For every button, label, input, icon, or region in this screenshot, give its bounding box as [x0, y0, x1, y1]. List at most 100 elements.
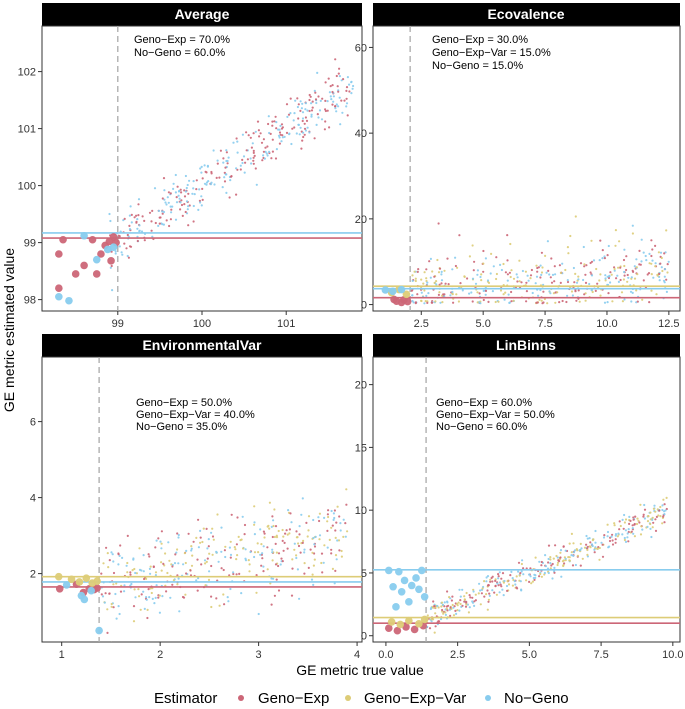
average-point-geno-exp — [161, 212, 164, 215]
ecovalence-point-geno-exp-var — [487, 281, 491, 284]
environmentalvar-point-no-geno — [317, 516, 320, 519]
ecovalence-point-no-geno — [489, 272, 492, 275]
ecovalence-point-no-geno — [663, 268, 667, 271]
legend-key-geno-exp-var — [345, 695, 351, 701]
average-point-no-geno — [345, 102, 349, 105]
ecovalence-x-tick-label: 10.0 — [596, 318, 617, 330]
average-point-no-geno — [197, 208, 200, 211]
average-point-no-geno — [162, 210, 166, 214]
ecovalence-point-geno-exp — [547, 269, 550, 272]
ecovalence-point-geno-exp — [542, 290, 545, 293]
ecovalence-point-geno-exp-var — [599, 294, 602, 297]
average-point-geno-exp — [331, 90, 334, 94]
average-point-geno-exp — [187, 224, 190, 227]
environmentalvar-point-geno-exp-var — [115, 582, 118, 585]
ecovalence-point-geno-exp — [446, 257, 449, 260]
linbinns-x-tick-label: 0.0 — [378, 649, 393, 661]
linbinns-point-geno-exp — [529, 567, 532, 570]
ecovalence-point-geno-exp-var — [583, 263, 586, 266]
linbinns-point-no-geno — [600, 541, 603, 544]
average-point-geno-exp — [335, 74, 338, 78]
linbinns-point-geno-exp — [611, 533, 614, 536]
ecovalence-point-no-geno — [566, 279, 569, 282]
linbinns-large-point-geno-exp-var — [420, 615, 429, 624]
ecovalence-point-no-geno — [425, 294, 428, 297]
ecovalence-point-geno-exp — [506, 234, 509, 237]
ecovalence-point-geno-exp-var — [502, 262, 505, 266]
ecovalence-point-geno-exp-var — [540, 271, 544, 274]
environmentalvar-point-geno-exp-var — [242, 547, 245, 550]
environmentalvar-point-geno-exp — [335, 521, 338, 524]
average-annotation: Geno−Exp = 70.0% — [134, 34, 230, 46]
linbinns-point-no-geno — [608, 545, 611, 548]
ecovalence-point-geno-exp-var — [422, 282, 425, 285]
ecovalence-point-no-geno — [470, 291, 473, 294]
average-point-no-geno — [177, 190, 181, 193]
environmentalvar-point-geno-exp — [176, 532, 179, 535]
linbinns-point-no-geno — [521, 559, 524, 562]
ecovalence-point-no-geno — [617, 280, 621, 283]
linbinns-point-geno-exp-var — [555, 554, 558, 558]
linbinns-large-point-no-geno — [420, 593, 429, 601]
environmentalvar-point-no-geno — [117, 563, 120, 566]
linbinns-large-point-geno-exp — [393, 626, 402, 635]
average-large-point-geno-exp — [55, 284, 63, 293]
ecovalence-y-tick-label: 0 — [361, 300, 367, 312]
environmentalvar-point-geno-exp-var — [336, 505, 339, 508]
ecovalence-point-geno-exp-var — [411, 274, 414, 277]
ecovalence-point-geno-exp-var — [544, 254, 547, 257]
environmentalvar-point-geno-exp — [112, 571, 116, 575]
linbinns-point-geno-exp-var — [525, 579, 528, 582]
ecovalence-point-no-geno — [478, 301, 481, 304]
average-point-no-geno — [310, 113, 313, 116]
average-point-no-geno — [126, 254, 129, 258]
environmentalvar-point-no-geno — [190, 549, 193, 552]
average-point-geno-exp — [180, 199, 183, 202]
average-point-no-geno — [319, 99, 322, 102]
ecovalence-x-tick-label: 7.5 — [537, 318, 552, 330]
linbinns-point-geno-exp — [551, 562, 554, 566]
ecovalence-point-geno-exp — [648, 301, 651, 304]
ecovalence-point-no-geno — [439, 301, 442, 304]
linbinns-point-geno-exp-var — [635, 522, 639, 526]
linbinns-point-no-geno — [528, 573, 531, 576]
linbinns-point-no-geno — [621, 533, 624, 536]
linbinns-point-geno-exp — [632, 518, 635, 521]
ecovalence-point-geno-exp — [487, 300, 490, 303]
ecovalence-point-geno-exp — [651, 248, 654, 251]
linbinns-point-geno-exp-var — [477, 592, 480, 595]
environmentalvar-point-geno-exp-var — [164, 552, 167, 555]
legend-key-no-geno — [485, 695, 491, 701]
linbinns-point-no-geno — [547, 571, 550, 575]
average-point-no-geno — [277, 128, 280, 131]
average-point-no-geno — [187, 205, 190, 208]
linbinns-point-geno-exp — [515, 586, 518, 589]
average-point-no-geno — [192, 187, 195, 190]
linbinns-point-geno-exp — [630, 530, 633, 533]
average-point-no-geno — [184, 174, 187, 178]
ecovalence-point-no-geno — [640, 238, 643, 241]
average-point-no-geno — [280, 140, 283, 143]
linbinns-point-geno-exp — [571, 564, 575, 567]
environmentalvar-point-geno-exp — [229, 556, 232, 559]
environmentalvar-point-geno-exp — [157, 596, 160, 599]
ecovalence-point-geno-exp-var — [540, 299, 543, 302]
linbinns-point-no-geno — [513, 580, 516, 583]
environmentalvar-point-geno-exp — [210, 595, 213, 598]
linbinns-point-no-geno — [452, 606, 455, 609]
ecovalence-point-no-geno — [426, 281, 429, 284]
ecovalence-point-geno-exp — [459, 282, 462, 285]
linbinns-point-geno-exp-var — [562, 559, 565, 562]
average-point-no-geno — [166, 196, 169, 199]
average-point-no-geno — [328, 91, 331, 94]
average-point-geno-exp — [289, 97, 292, 100]
average-point-geno-exp — [239, 168, 242, 171]
environmentalvar-point-geno-exp-var — [106, 608, 109, 611]
linbinns-point-geno-exp-var — [518, 574, 521, 577]
environmentalvar-point-geno-exp-var — [334, 536, 337, 540]
linbinns-point-geno-exp-var — [651, 526, 654, 529]
ecovalence-point-no-geno — [440, 273, 443, 276]
ecovalence-point-geno-exp — [575, 299, 578, 302]
linbinns-point-no-geno — [664, 509, 667, 512]
